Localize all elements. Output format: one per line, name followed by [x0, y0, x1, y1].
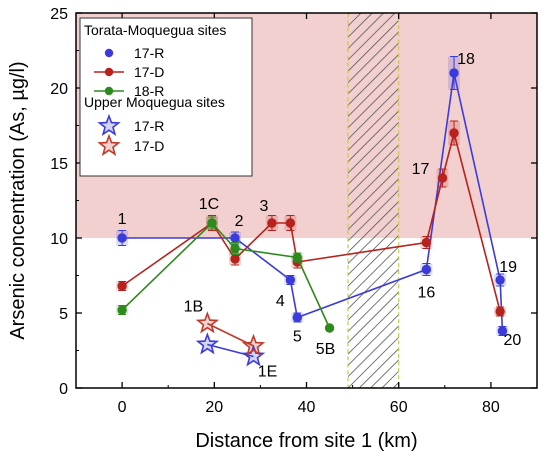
y-tick-label: 5: [59, 306, 68, 323]
data-point: [449, 68, 459, 78]
data-point: [207, 218, 217, 228]
site-label: 20: [504, 332, 522, 349]
site-label: 1B: [184, 299, 204, 316]
y-axis-title: Arsenic concentration (As, µg/l): [7, 61, 29, 339]
site-label: 5B: [316, 341, 336, 358]
site-label: 1: [118, 211, 127, 228]
series-line-1: [121, 132, 501, 312]
star-point: [195, 311, 220, 334]
data-point: [230, 243, 240, 254]
legend-marker: [104, 86, 114, 96]
data-point: [117, 233, 127, 243]
data-point: [421, 237, 432, 248]
star-point: [241, 344, 266, 367]
legend-label: 17-R: [134, 118, 164, 134]
legend-group2-title: Upper Moquegua sites: [84, 94, 225, 110]
legend-label: 17-D: [134, 138, 164, 154]
star-point: [195, 332, 220, 355]
site-label: 3: [259, 198, 268, 215]
x-tick-label: 0: [118, 399, 127, 416]
legend-label: 17-R: [134, 45, 164, 61]
data-point: [292, 252, 302, 263]
legend: Torata-Moquegua sites Upper Moquegua site…: [79, 17, 253, 177]
data-point: [495, 306, 505, 317]
legend-label: 17-D: [134, 64, 164, 80]
y-tick-label: 20: [50, 81, 68, 98]
site-label: 4: [276, 293, 285, 310]
site-label: 19: [499, 259, 517, 276]
y-tick-label: 10: [50, 231, 68, 248]
legend-star-marker: [97, 133, 121, 156]
x-tick-label: 20: [205, 399, 223, 416]
y-tick-label: 25: [50, 6, 68, 23]
data-point: [497, 326, 508, 336]
y-tick-label: 15: [50, 156, 68, 173]
data-point: [449, 128, 459, 138]
site-label: 5: [293, 329, 302, 346]
point-labels-layer: 1 1C 23 4 5 5B 1B 1E 16 17 18 19 20: [118, 51, 522, 381]
legend-group1-title: Torata-Moquegua sites: [84, 22, 226, 38]
data-point: [267, 218, 277, 228]
legend-label: 18-R: [134, 83, 164, 99]
data-point: [230, 254, 240, 264]
data-point: [324, 323, 335, 333]
legend-star-marker: [97, 113, 121, 136]
site-label: 16: [417, 285, 435, 302]
data-point: [285, 218, 296, 228]
x-axis-title: Distance from site 1 (km): [195, 430, 417, 452]
data-point: [117, 281, 127, 291]
legend-marker: [104, 48, 114, 58]
hatched-region: [347, 12, 400, 389]
x-tick-label: 80: [482, 399, 500, 416]
site-label: 1C: [199, 196, 219, 213]
data-point: [292, 312, 302, 323]
star-point: [241, 333, 266, 356]
x-tick-label: 40: [298, 399, 316, 416]
y-tick-label: 0: [59, 381, 68, 398]
site-label: 18: [457, 51, 475, 68]
data-point: [495, 275, 505, 285]
site-label: 1E: [258, 364, 278, 381]
series-line-0: [122, 72, 504, 332]
data-point: [117, 305, 127, 315]
data-point: [230, 233, 240, 243]
legend-marker: [104, 67, 114, 77]
data-point: [285, 275, 296, 285]
site-label: 2: [235, 213, 244, 230]
data-point: [437, 173, 448, 183]
data-layer: [116, 56, 509, 367]
site-label: 17: [412, 161, 430, 178]
x-tick-label: 60: [390, 399, 408, 416]
data-point: [421, 264, 432, 275]
